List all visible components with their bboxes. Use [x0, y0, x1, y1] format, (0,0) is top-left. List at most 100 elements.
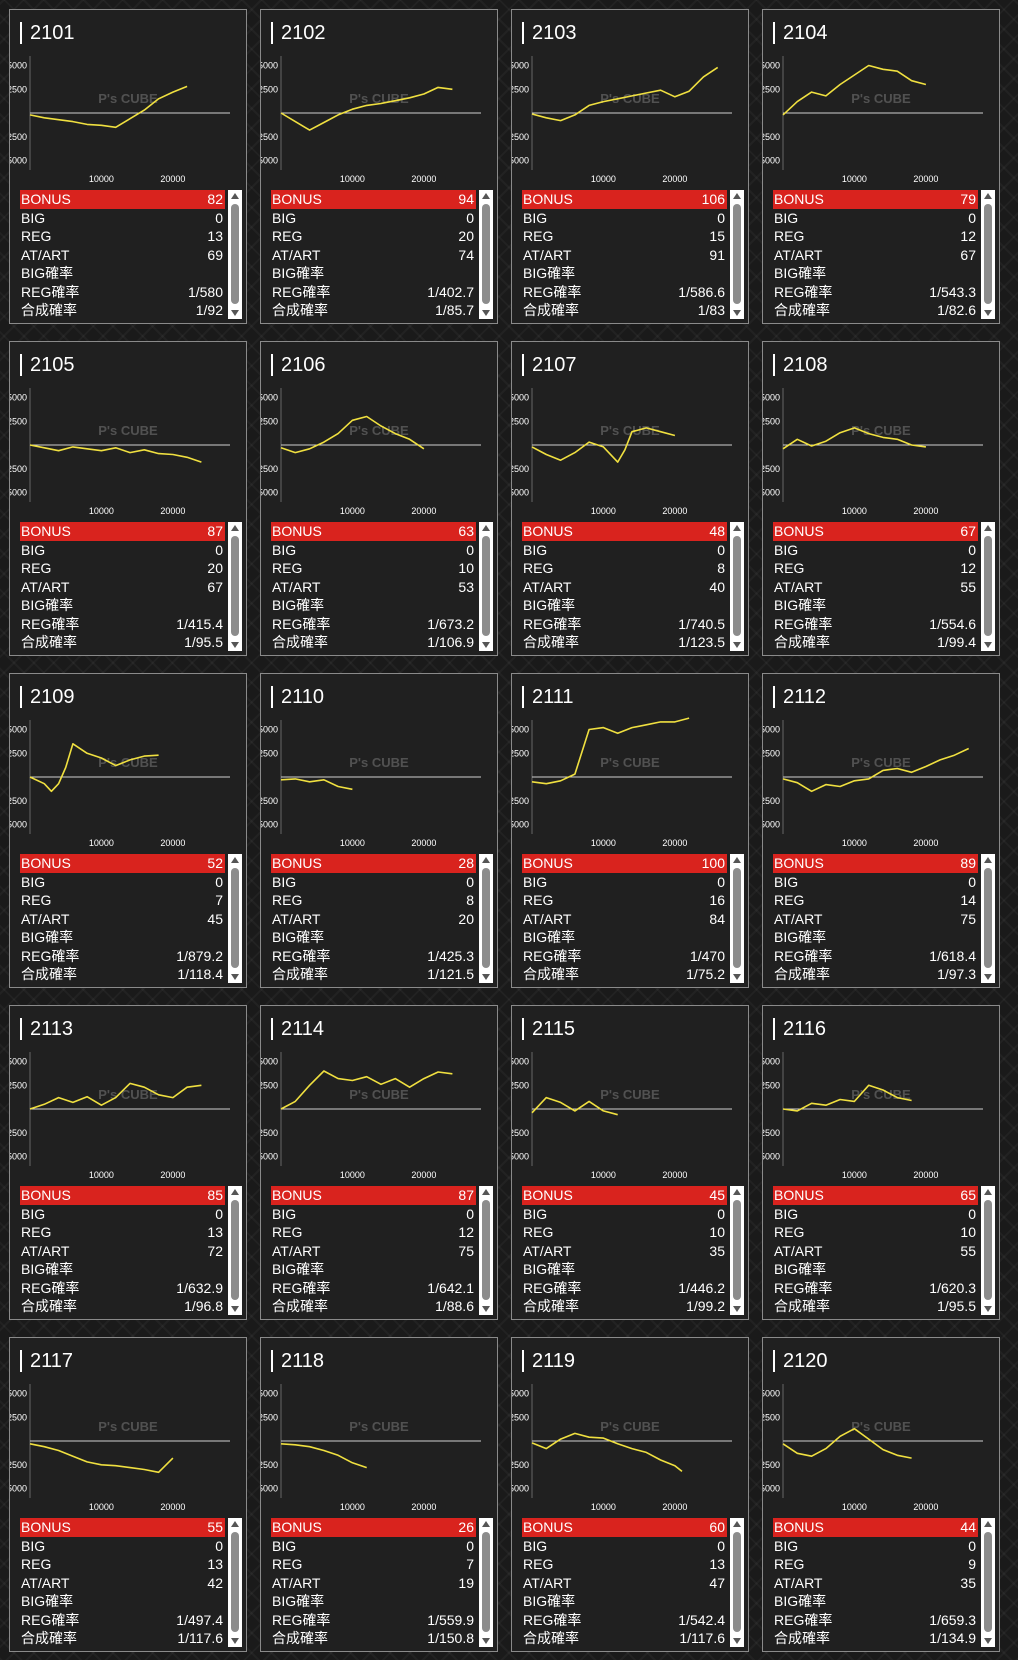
scroll-down-icon[interactable]: [482, 1638, 490, 1644]
stats-scrollbar[interactable]: [228, 522, 242, 651]
scroll-thumb[interactable]: [482, 1200, 490, 1300]
stats-scrollbar[interactable]: [730, 854, 744, 983]
stats-scrollbar[interactable]: [730, 1186, 744, 1315]
scroll-thumb[interactable]: [984, 868, 992, 968]
scroll-down-icon[interactable]: [482, 1306, 490, 1312]
scroll-thumb[interactable]: [482, 204, 490, 304]
stats-scrollbar[interactable]: [981, 854, 995, 983]
scroll-thumb[interactable]: [733, 536, 741, 636]
stats-scrollbar[interactable]: [479, 190, 493, 319]
scroll-down-icon[interactable]: [482, 642, 490, 648]
scroll-down-icon[interactable]: [231, 1638, 239, 1644]
scroll-thumb[interactable]: [733, 204, 741, 304]
scroll-up-icon[interactable]: [733, 857, 741, 863]
scroll-thumb[interactable]: [733, 868, 741, 968]
scroll-thumb[interactable]: [733, 1200, 741, 1300]
scroll-down-icon[interactable]: [733, 1306, 741, 1312]
scroll-thumb[interactable]: [984, 536, 992, 636]
scroll-thumb[interactable]: [984, 204, 992, 304]
scroll-up-icon[interactable]: [482, 1189, 490, 1195]
stats-scrollbar[interactable]: [479, 854, 493, 983]
scroll-up-icon[interactable]: [482, 525, 490, 531]
scroll-up-icon[interactable]: [984, 525, 992, 531]
scroll-up-icon[interactable]: [482, 193, 490, 199]
scroll-up-icon[interactable]: [482, 1521, 490, 1527]
stats-scrollbar[interactable]: [228, 190, 242, 319]
stats-scrollbar[interactable]: [981, 1518, 995, 1647]
scroll-up-icon[interactable]: [733, 1189, 741, 1195]
scroll-down-icon[interactable]: [733, 1638, 741, 1644]
scroll-thumb[interactable]: [231, 868, 239, 968]
stats-scrollbar[interactable]: [228, 854, 242, 983]
scroll-up-icon[interactable]: [984, 1521, 992, 1527]
scroll-down-icon[interactable]: [984, 974, 992, 980]
scroll-up-icon[interactable]: [984, 1189, 992, 1195]
scroll-down-icon[interactable]: [231, 642, 239, 648]
scroll-down-icon[interactable]: [984, 1638, 992, 1644]
scroll-thumb[interactable]: [231, 536, 239, 636]
scroll-down-icon[interactable]: [733, 642, 741, 648]
stats-scrollbar[interactable]: [981, 1186, 995, 1315]
stats-scrollbar[interactable]: [479, 1518, 493, 1647]
scroll-up-icon[interactable]: [482, 857, 490, 863]
scroll-down-icon[interactable]: [984, 310, 992, 316]
stats-scrollbar[interactable]: [479, 1186, 493, 1315]
scroll-down-icon[interactable]: [733, 310, 741, 316]
scroll-thumb[interactable]: [733, 1532, 741, 1632]
scroll-thumb[interactable]: [482, 536, 490, 636]
scroll-up-icon[interactable]: [984, 193, 992, 199]
scroll-up-icon[interactable]: [231, 525, 239, 531]
scroll-up-icon[interactable]: [733, 525, 741, 531]
scroll-down-icon[interactable]: [984, 1306, 992, 1312]
scroll-up-icon[interactable]: [231, 857, 239, 863]
scroll-thumb[interactable]: [482, 868, 490, 968]
scroll-up-icon[interactable]: [231, 1521, 239, 1527]
scroll-up-icon[interactable]: [231, 193, 239, 199]
scroll-thumb[interactable]: [231, 204, 239, 304]
scroll-thumb[interactable]: [231, 1532, 239, 1632]
stats-scrollbar[interactable]: [479, 522, 493, 651]
scroll-thumb[interactable]: [984, 1532, 992, 1632]
scroll-down-icon[interactable]: [984, 642, 992, 648]
scroll-down-icon[interactable]: [733, 974, 741, 980]
stats-scrollbar[interactable]: [730, 190, 744, 319]
scroll-down-icon[interactable]: [231, 974, 239, 980]
scroll-down-icon[interactable]: [482, 974, 490, 980]
scroll-thumb[interactable]: [482, 1532, 490, 1632]
scroll-down-icon[interactable]: [231, 310, 239, 316]
stats-scrollbar[interactable]: [981, 190, 995, 319]
scroll-thumb[interactable]: [984, 1200, 992, 1300]
stats-scrollbar[interactable]: [228, 1518, 242, 1647]
stats-scrollbar[interactable]: [730, 1518, 744, 1647]
scroll-up-icon[interactable]: [733, 193, 741, 199]
stats-scrollbar[interactable]: [730, 522, 744, 651]
scroll-up-icon[interactable]: [733, 1521, 741, 1527]
scroll-down-icon[interactable]: [482, 310, 490, 316]
scroll-down-icon[interactable]: [231, 1306, 239, 1312]
scroll-thumb[interactable]: [231, 1200, 239, 1300]
stats-scrollbar[interactable]: [981, 522, 995, 651]
stats-scrollbar[interactable]: [228, 1186, 242, 1315]
scroll-up-icon[interactable]: [984, 857, 992, 863]
scroll-up-icon[interactable]: [231, 1189, 239, 1195]
